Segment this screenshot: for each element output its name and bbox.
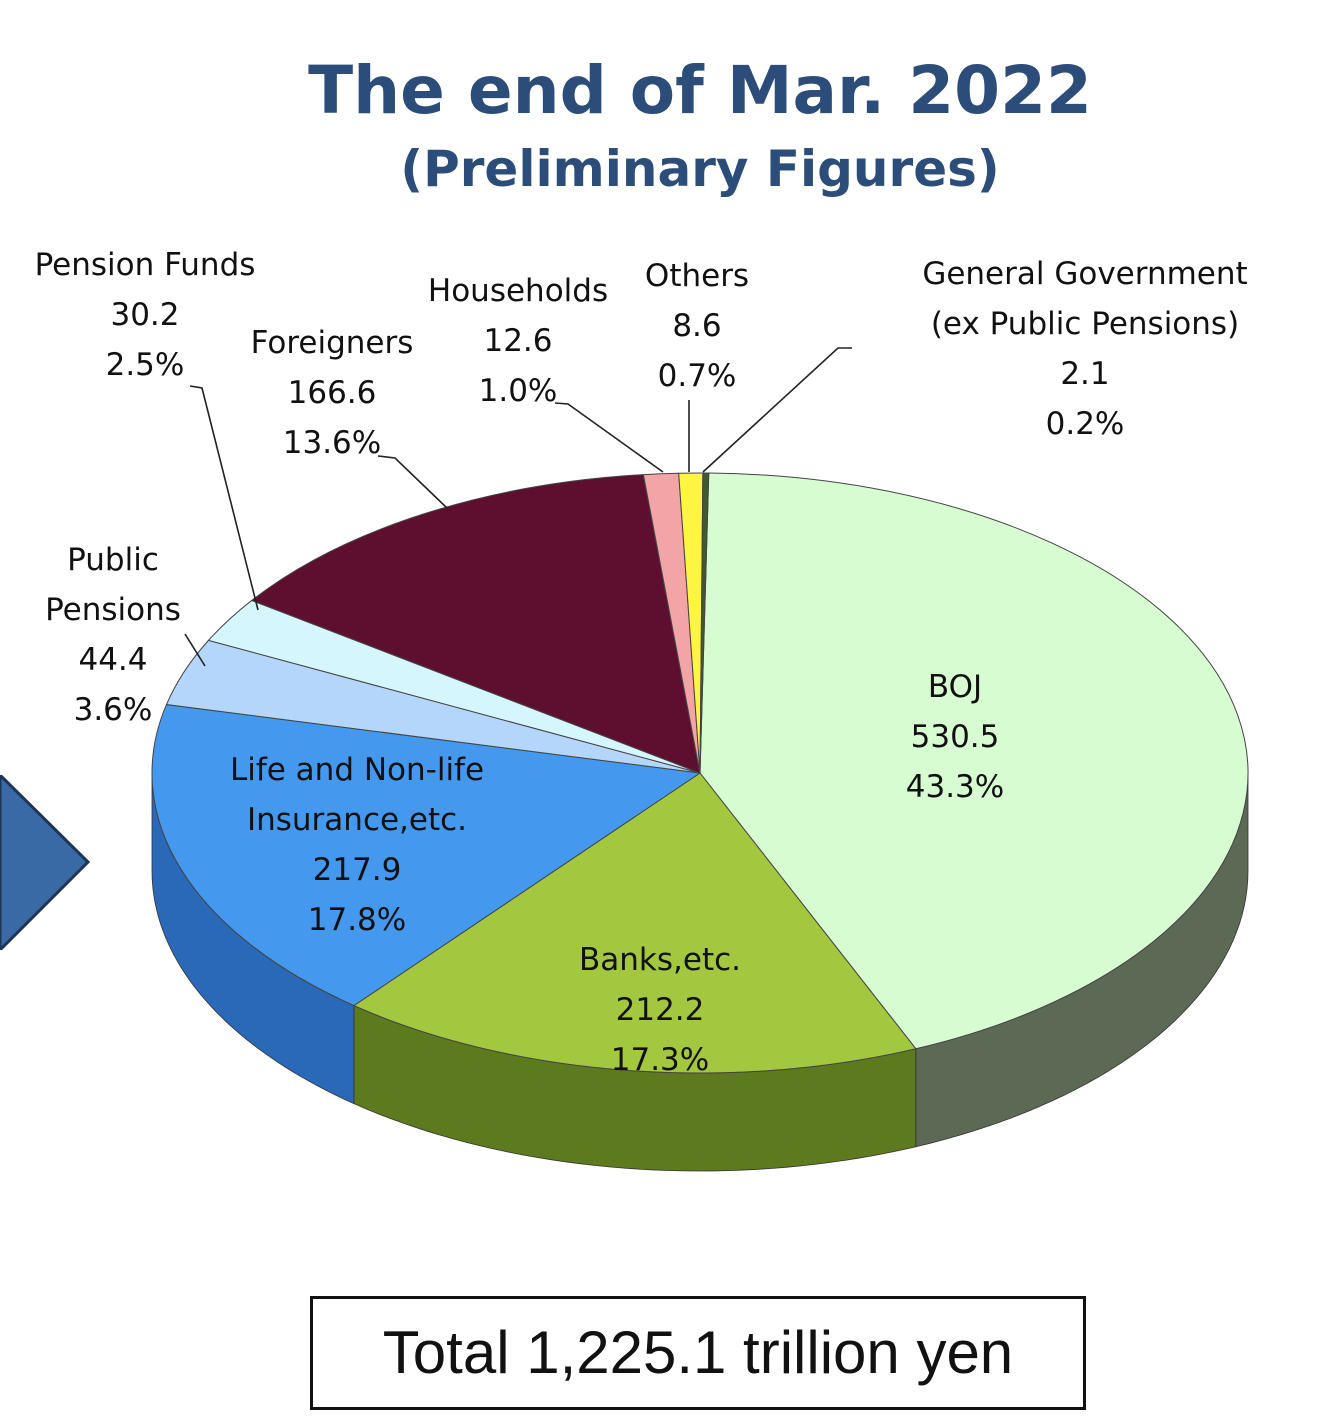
slice-label-1: Banks,etc. 212.2 17.3% bbox=[579, 935, 741, 1085]
slice-label-7: Others 8.6 0.7% bbox=[645, 251, 749, 401]
slice-percent: 1.0% bbox=[478, 373, 558, 409]
slice-value: 212.2 bbox=[615, 992, 705, 1028]
pie-slice-8 bbox=[699, 472, 710, 774]
leader-line-1 bbox=[189, 385, 259, 611]
leader-line-5 bbox=[702, 347, 852, 473]
slice-name: Foreigners bbox=[250, 325, 414, 361]
leader-line-3 bbox=[554, 402, 664, 473]
pie-slice-1 bbox=[352, 772, 917, 1074]
pie-slice-5 bbox=[250, 474, 701, 774]
slice-percent: 3.6% bbox=[73, 692, 153, 728]
pie-chart bbox=[151, 347, 1249, 1172]
slice-percent: 0.2% bbox=[1045, 406, 1125, 442]
slice-label-6: Households 12.6 1.0% bbox=[428, 266, 608, 416]
slice-percent: 17.3% bbox=[610, 1042, 710, 1078]
slice-label-0: BOJ 530.5 43.3% bbox=[906, 662, 1004, 812]
slice-percent: 0.7% bbox=[657, 358, 737, 394]
pie-top bbox=[151, 472, 1249, 1074]
slice-name: BOJ bbox=[927, 669, 983, 705]
slice-value: 12.6 bbox=[483, 323, 553, 359]
slice-percent: 13.6% bbox=[282, 425, 382, 461]
chart-subtitle: (Preliminary Figures) bbox=[400, 140, 1000, 198]
slice-name: Life and Non-life bbox=[229, 752, 485, 788]
pie-slice-2 bbox=[151, 703, 702, 1007]
leader-line-0 bbox=[184, 633, 206, 667]
slice-label-5: Foreigners 166.6 13.6% bbox=[251, 318, 414, 468]
total-label: Total 1,225.1 trillion yen bbox=[310, 1296, 1086, 1410]
slice-name: Pensions bbox=[45, 592, 181, 628]
slice-name: (ex Public Pensions) bbox=[930, 306, 1240, 342]
slice-label-4: Pension Funds 30.2 2.5% bbox=[35, 240, 256, 390]
slice-name: Households bbox=[427, 273, 609, 309]
chart-title: The end of Mar. 2022 bbox=[308, 52, 1092, 129]
slice-name: Insurance,etc. bbox=[246, 802, 468, 838]
slice-label-8: General Government (ex Public Pensions) 2.… bbox=[922, 249, 1247, 449]
slice-name: Others bbox=[644, 258, 750, 294]
slice-label-3: Public Pensions 44.4 3.6% bbox=[45, 535, 181, 735]
slice-name: Public bbox=[67, 542, 159, 578]
slice-value: 166.6 bbox=[287, 375, 377, 411]
slice-value: 30.2 bbox=[110, 297, 180, 333]
leader-lines bbox=[184, 347, 852, 667]
slice-value: 530.5 bbox=[910, 719, 1000, 755]
slice-value: 8.6 bbox=[672, 308, 722, 344]
slice-name: Pension Funds bbox=[34, 247, 256, 283]
pie-slice-0 bbox=[699, 472, 1249, 1050]
leader-line-2 bbox=[377, 455, 448, 509]
slice-value: 44.4 bbox=[78, 642, 148, 678]
slice-value: 2.1 bbox=[1060, 356, 1110, 392]
arrow-right-icon bbox=[0, 775, 91, 950]
slice-label-2: Life and Non-life Insurance,etc. 217.9 17.8… bbox=[230, 745, 484, 945]
slice-value: 217.9 bbox=[312, 852, 402, 888]
slice-percent: 43.3% bbox=[905, 769, 1005, 805]
slice-name: Banks,etc. bbox=[579, 942, 741, 978]
slice-percent: 17.8% bbox=[307, 902, 407, 938]
slice-name: General Government bbox=[922, 256, 1248, 292]
slice-percent: 2.5% bbox=[105, 347, 185, 383]
